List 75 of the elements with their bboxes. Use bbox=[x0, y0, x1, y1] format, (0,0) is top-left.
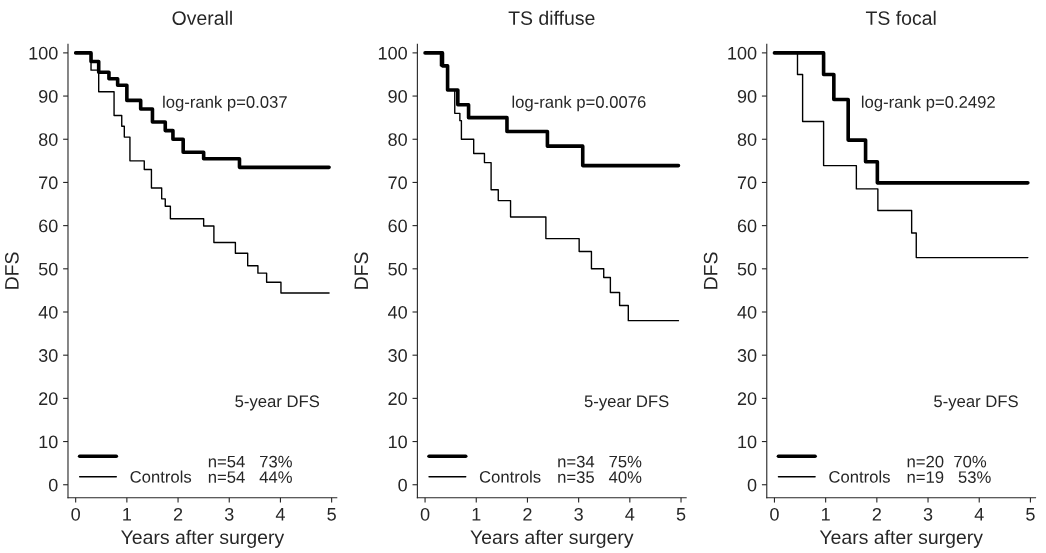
x-tick-label: 0 bbox=[770, 507, 779, 521]
y-tick-label: 80 bbox=[388, 133, 407, 146]
y-tick-label: 100 bbox=[378, 46, 407, 60]
y-tick-label: 0 bbox=[48, 478, 58, 492]
legend-label: Controls bbox=[130, 470, 192, 483]
y-axis-title: DFS bbox=[703, 252, 718, 289]
x-tick-label: 4 bbox=[625, 508, 635, 521]
y-axis-title: DFS bbox=[4, 252, 19, 289]
x-axis-title: Years after surgery bbox=[470, 529, 634, 548]
y-tick-label: 60 bbox=[388, 219, 407, 233]
annotation: n=20 70% bbox=[907, 455, 987, 468]
y-tick-label: 70 bbox=[388, 176, 407, 190]
y-tick-label: 90 bbox=[388, 90, 407, 103]
y-tick-label: 60 bbox=[39, 219, 58, 233]
x-tick-label: 2 bbox=[173, 507, 183, 521]
y-tick-label: 60 bbox=[737, 219, 757, 233]
annotation: log-rank p=0.2492 bbox=[861, 95, 995, 112]
x-tick-label: 4 bbox=[974, 508, 984, 521]
y-tick-label: 10 bbox=[738, 435, 757, 449]
x-tick-label: 5 bbox=[327, 508, 336, 521]
y-tick-label: 100 bbox=[728, 46, 757, 60]
x-axis-title: Years after surgery bbox=[819, 529, 983, 548]
annotation: log-rank p=0.0076 bbox=[512, 95, 646, 112]
y-tick-label: 40 bbox=[387, 305, 407, 319]
y-axis-title: DFS bbox=[354, 252, 369, 289]
annotation: 5-year DFS bbox=[584, 395, 669, 411]
x-tick-label: 3 bbox=[574, 507, 583, 521]
x-tick-label: 3 bbox=[923, 507, 933, 521]
y-tick-label: 80 bbox=[737, 133, 757, 146]
y-tick-label: 40 bbox=[38, 305, 58, 319]
annotation: n=34 75% bbox=[558, 455, 642, 468]
x-tick-label: 1 bbox=[822, 508, 830, 521]
x-tick-label: 0 bbox=[71, 507, 80, 521]
x-tick-label: 1 bbox=[472, 508, 481, 521]
chart-title: TS diffuse bbox=[508, 10, 595, 25]
annotation: n=19 53% bbox=[907, 471, 991, 484]
x-tick-label: 0 bbox=[420, 507, 430, 521]
annotation: 5-year DFS bbox=[934, 395, 1018, 411]
chart-title: Overall bbox=[172, 10, 232, 25]
y-tick-label: 30 bbox=[38, 349, 58, 362]
legend-label: Controls bbox=[479, 470, 541, 483]
y-tick-label: 20 bbox=[39, 392, 58, 406]
y-tick-label: 50 bbox=[38, 262, 58, 276]
x-tick-label: 3 bbox=[224, 507, 234, 521]
x-tick-label: 2 bbox=[523, 507, 532, 521]
annotation: n=35 40% bbox=[558, 471, 642, 484]
y-tick-label: 80 bbox=[38, 133, 58, 146]
y-tick-label: 30 bbox=[388, 349, 407, 362]
x-tick-label: 2 bbox=[872, 507, 881, 521]
y-tick-label: 30 bbox=[737, 349, 757, 362]
x-tick-label: 5 bbox=[676, 508, 686, 521]
annotation: n=54 73% bbox=[208, 455, 292, 468]
y-tick-label: 90 bbox=[737, 90, 757, 103]
x-tick-label: 4 bbox=[275, 508, 285, 521]
y-tick-label: 100 bbox=[29, 46, 58, 60]
y-tick-label: 0 bbox=[398, 478, 407, 492]
y-tick-label: 40 bbox=[737, 305, 757, 319]
y-tick-label: 50 bbox=[737, 262, 757, 276]
y-tick-label: 70 bbox=[737, 176, 757, 190]
y-tick-label: 70 bbox=[39, 176, 58, 190]
legend-label: Controls bbox=[829, 470, 890, 483]
y-tick-label: 10 bbox=[388, 435, 407, 449]
y-tick-label: 20 bbox=[737, 392, 757, 406]
x-axis-title: Years after surgery bbox=[121, 529, 285, 548]
y-tick-label: 50 bbox=[388, 262, 407, 276]
y-tick-label: 10 bbox=[39, 435, 58, 449]
x-tick-label: 5 bbox=[1026, 508, 1035, 521]
y-tick-label: 0 bbox=[747, 478, 757, 492]
y-tick-label: 90 bbox=[39, 90, 58, 103]
annotation: 5-year DFS bbox=[235, 395, 320, 411]
annotation: n=54 44% bbox=[208, 471, 292, 484]
x-tick-label: 1 bbox=[123, 508, 131, 521]
annotation: log-rank p=0.037 bbox=[163, 95, 287, 112]
chart-title: TS focal bbox=[865, 10, 936, 25]
y-tick-label: 20 bbox=[388, 392, 407, 406]
